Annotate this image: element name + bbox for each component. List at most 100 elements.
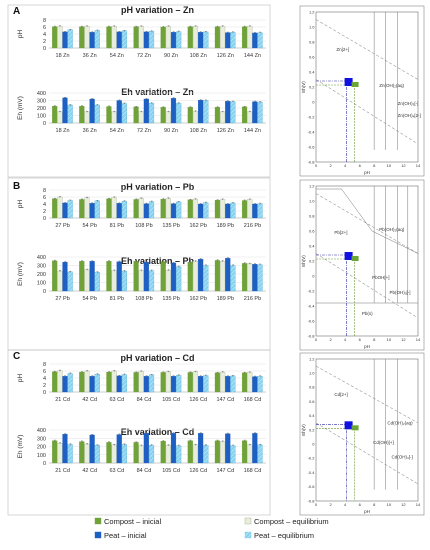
x-tick-label: 105 Cd: [162, 468, 180, 474]
bar: [84, 197, 90, 219]
bar: [62, 376, 68, 393]
pourbaix-x-tick: 10: [387, 163, 392, 168]
bar: [57, 196, 63, 219]
pourbaix-x-label: pH: [364, 509, 370, 514]
bar: [203, 265, 209, 292]
bar: [79, 26, 85, 49]
bar: [192, 444, 199, 464]
bar: [89, 434, 95, 464]
species-label: Pb[2+]: [334, 230, 347, 235]
bar: [143, 98, 149, 124]
bar: [187, 107, 193, 124]
bar: [116, 261, 122, 292]
bar: [176, 201, 182, 219]
y-tick-label: 8: [43, 18, 46, 24]
bar: [192, 111, 199, 124]
species-label: Cd[2+]: [334, 392, 347, 397]
bar: [192, 198, 199, 219]
bar: [160, 261, 166, 292]
bar: [121, 444, 127, 464]
bar: [94, 445, 100, 464]
bar: [214, 372, 221, 393]
bar: [198, 258, 204, 292]
x-tick-label: 135 Pb: [162, 223, 179, 229]
panel-frame: [7, 4, 271, 178]
bar: [111, 26, 117, 49]
x-tick-label: 27 Pb: [55, 223, 69, 229]
bar: [133, 26, 139, 49]
bar: [203, 100, 209, 124]
pourbaix-x-tick: 10: [387, 337, 392, 342]
legend-swatch: [244, 531, 252, 539]
pourbaix-y-tick: -0.8: [308, 333, 316, 338]
species-label: Pb(s): [362, 311, 373, 316]
bar: [57, 111, 63, 124]
x-tick-label: 36 Zn: [83, 128, 97, 134]
bar: [52, 105, 58, 124]
pourbaix-y-tick: 0.8: [309, 213, 315, 218]
bar: [165, 198, 171, 219]
bar: [176, 266, 182, 292]
bar: [116, 375, 122, 393]
pourbaix-y-tick: -0.6: [308, 484, 316, 489]
pourbaix-x-tick: 8: [373, 337, 376, 342]
bar: [230, 202, 236, 219]
bar: [67, 29, 73, 49]
pourbaix-frame: [299, 5, 425, 177]
bar: [203, 445, 209, 464]
x-tick-label: 108 Zn: [190, 53, 207, 59]
bar: [67, 200, 73, 219]
bar: [84, 111, 90, 124]
bar: [160, 198, 166, 219]
bar: [57, 270, 63, 292]
pourbaix-x-tick: 10: [387, 502, 392, 507]
bar: [252, 264, 258, 292]
bar: [111, 370, 117, 393]
legend-label: Peat – equilibrium: [254, 531, 314, 540]
x-tick-label: 216 Pb: [244, 296, 261, 302]
pourbaix-x-tick: 14: [416, 163, 421, 168]
bar: [247, 372, 253, 393]
bar: [214, 440, 221, 464]
bar: [121, 374, 127, 393]
legend-swatch: [94, 517, 102, 525]
y-axis-label: pH: [17, 200, 24, 209]
bar: [106, 198, 112, 219]
pourbaix-axes: [315, 185, 419, 337]
pourbaix-frame: [299, 179, 425, 351]
pourbaix-y-label: Eh(V): [301, 424, 306, 436]
pourbaix-y-tick: 1.0: [309, 24, 315, 29]
legend-label: Compost – equilibrium: [254, 517, 329, 526]
bar: [198, 32, 204, 49]
bar: [116, 203, 122, 219]
pourbaix-y-tick: 1.0: [309, 371, 315, 376]
x-tick-label: 84 Cd: [137, 468, 152, 474]
bar: [111, 444, 117, 464]
legend-swatch: [244, 517, 252, 525]
y-axis-label: pH: [17, 30, 24, 39]
pourbaix-y-tick: 0: [312, 442, 315, 447]
bar: [79, 371, 85, 393]
y-tick-label: 4: [43, 202, 46, 208]
y-tick-label: 300: [37, 264, 46, 270]
bar: [94, 373, 100, 393]
species-label: Zn[2+]: [336, 47, 349, 52]
legend: Compost – inicial Compost – equilibrium Pe…: [94, 517, 329, 540]
y-axis-label: Eh (mV): [17, 435, 24, 459]
bar: [247, 111, 253, 124]
peat-region: [344, 252, 353, 260]
bar: [230, 32, 236, 49]
bar: [247, 263, 253, 292]
bar: [220, 199, 226, 219]
bar: [133, 372, 139, 393]
y-tick-label: 300: [37, 99, 46, 105]
panel-frame: [7, 349, 271, 516]
bar: [214, 199, 221, 219]
bar: [62, 433, 68, 464]
bar: [176, 31, 182, 49]
bar: [247, 199, 253, 219]
y-tick-label: 2: [43, 209, 46, 215]
panel-label: A: [13, 6, 20, 17]
bar: [220, 371, 226, 393]
